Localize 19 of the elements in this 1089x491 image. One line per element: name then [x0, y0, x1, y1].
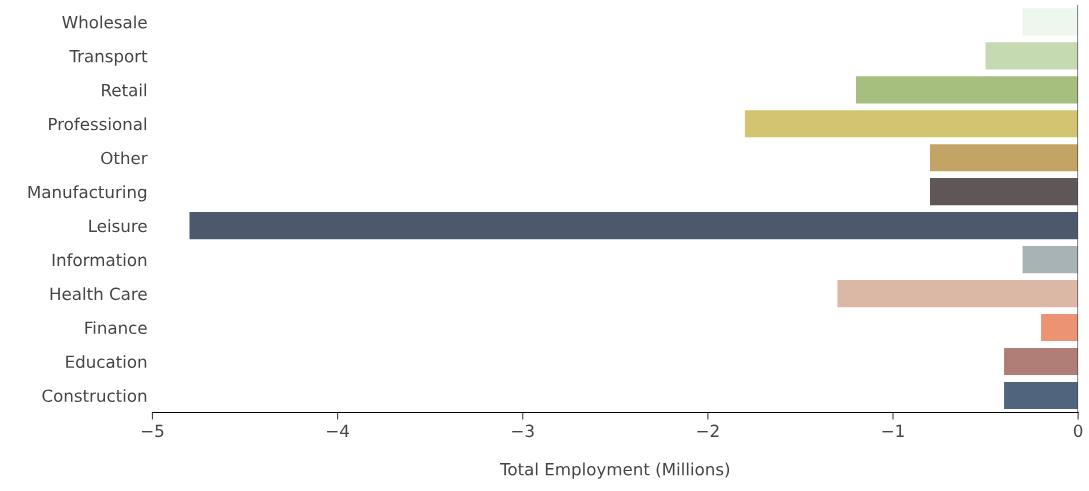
x-tick-label: 0	[1073, 424, 1083, 438]
x-tick-label: −1	[882, 424, 904, 437]
y-tick-label: Manufacturing	[28, 185, 147, 202]
y-tick-label: Information	[52, 253, 147, 267]
y-tick-label: Retail	[102, 83, 147, 97]
y-tick-label: Wholesale	[62, 15, 147, 29]
x-axis-title: Total Employment (Millions)	[499, 462, 730, 479]
y-tick-label: Professional	[49, 117, 147, 131]
y-tick-label: Other	[101, 151, 148, 165]
y-tick-label: Transport	[69, 50, 148, 66]
y-tick-label: Leisure	[89, 219, 147, 233]
x-tick-label: −2	[697, 424, 719, 437]
y-tick-label: Finance	[85, 321, 147, 335]
y-tick-label: Health Care	[50, 287, 147, 301]
y-tick-label: Education	[66, 355, 147, 369]
x-tick-label: −3	[512, 424, 534, 438]
x-tick-label: −4	[327, 424, 349, 437]
x-tick-label: −5	[141, 424, 164, 438]
y-tick-label: Construction	[42, 389, 147, 403]
